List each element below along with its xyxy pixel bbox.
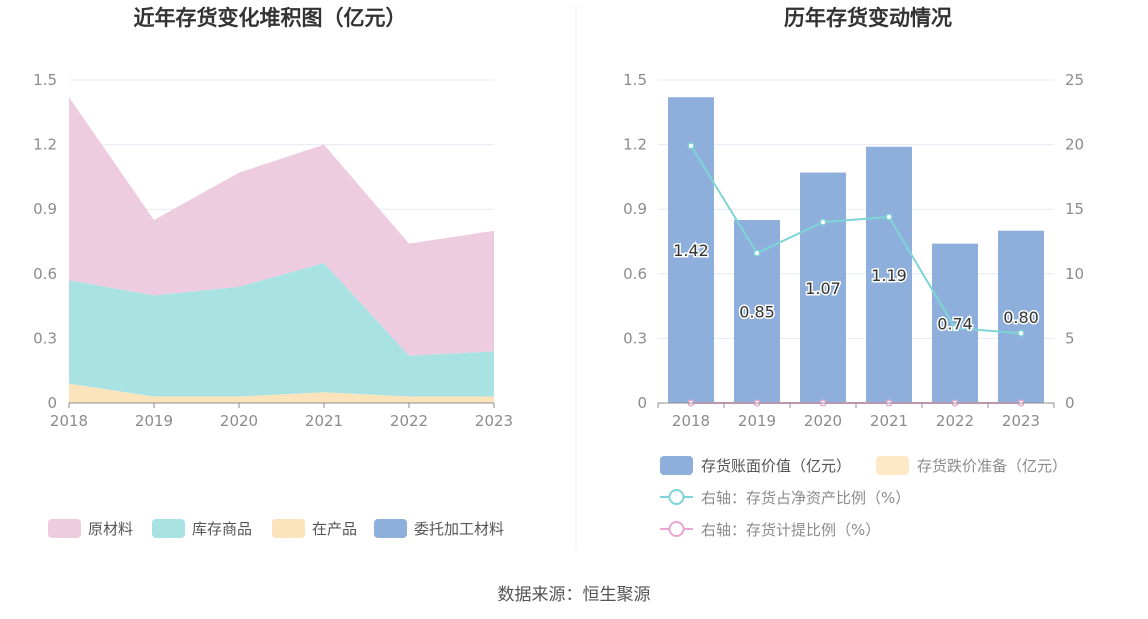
legend-label: 存货跌价准备（亿元） [917, 457, 1067, 475]
legend-label: 存货账面价值（亿元） [701, 457, 851, 475]
right-right-y-tick: 0 [1065, 394, 1075, 412]
inventory-bar [998, 230, 1044, 403]
right-x-tick: 2020 [804, 412, 842, 430]
right-left-y-tick: 0.9 [623, 200, 647, 218]
line-series-0 [690, 145, 1022, 335]
left-legend-item[interactable]: 委托加工材料 [374, 519, 504, 538]
left-x-tick: 2020 [220, 412, 258, 430]
legend-item-line-1[interactable]: 右轴：存货计提比例（%） [660, 521, 880, 539]
left-y-tick: 1.2 [33, 136, 57, 154]
right-right-y-tick: 5 [1065, 329, 1075, 347]
legend-label: 库存商品 [192, 520, 252, 538]
area-series-2 [69, 263, 494, 397]
bar-line-chart: 历年存货变动情况 1.42 0.85 1.07 1.19 0.74 0.80 0 0.3 0.… [623, 6, 1084, 539]
legend-label: 原材料 [88, 520, 133, 538]
legend-swatch [48, 519, 81, 538]
right-x-tick: 2019 [738, 412, 776, 430]
left-legend-item[interactable]: 库存商品 [152, 519, 252, 538]
bar-data-label: 1.07 [805, 279, 841, 298]
right-x-tick: 2021 [870, 412, 908, 430]
left-y-tick: 1.5 [33, 71, 57, 89]
legend-swatch [152, 519, 185, 538]
left-y-tick: 0.6 [33, 265, 57, 283]
legend-item-line-0[interactable]: 右轴：存货占净资产比例（%） [660, 489, 910, 507]
left-chart-title: 近年存货变化堆积图（亿元） [134, 6, 407, 30]
right-bars [668, 97, 1044, 403]
right-axes: 0 0.3 0.6 0.9 1.2 1.5 0 5 10 15 20 25 2018 2019 2020 20… [623, 71, 1084, 430]
left-y-tick: 0.9 [33, 200, 57, 218]
legend-label: 右轴：存货占净资产比例（%） [701, 489, 910, 507]
right-right-y-tick: 25 [1065, 71, 1084, 89]
bar-data-label: 0.80 [1003, 308, 1039, 327]
legend-marker [668, 489, 685, 505]
legend-item-inventory-value[interactable]: 存货账面价值（亿元） [660, 456, 851, 475]
right-x-tick: 2023 [1002, 412, 1040, 430]
legend-swatch [876, 456, 909, 475]
left-x-tick: 2023 [475, 412, 513, 430]
left-x-tick: 2019 [135, 412, 173, 430]
left-x-tick: 2018 [50, 412, 88, 430]
right-x-tick: 2022 [936, 412, 974, 430]
legend-swatch [272, 519, 305, 538]
inventory-bar [932, 243, 978, 403]
legend-label: 右轴：存货计提比例（%） [701, 521, 880, 539]
line-point [819, 218, 827, 226]
left-y-tick: 0.3 [33, 329, 57, 347]
inventory-bar [866, 146, 912, 403]
right-chart-title: 历年存货变动情况 [784, 6, 952, 30]
legend-label: 在产品 [312, 520, 357, 538]
left-axes: 0 0.3 0.6 0.9 1.2 1.5 2018 2019 2020 2021 2022 2023 [33, 71, 513, 430]
inventory-bar [800, 172, 846, 403]
left-x-tick: 2022 [390, 412, 428, 430]
bar-data-label: 1.19 [871, 266, 907, 285]
right-bar-labels: 1.42 0.85 1.07 1.19 0.74 0.80 [672, 240, 1041, 335]
line-point [951, 324, 959, 332]
right-left-y-tick: 1.5 [623, 71, 647, 89]
right-right-y-tick: 20 [1065, 136, 1084, 154]
line-point [1017, 329, 1025, 337]
right-left-y-tick: 0.3 [623, 329, 647, 347]
legend-label: 委托加工材料 [414, 520, 504, 538]
line-point [753, 249, 761, 257]
stacked-area-chart: 近年存货变化堆积图（亿元） 0 0.3 0.6 0.9 1.2 1.5 2018 2019 20… [33, 6, 513, 538]
right-left-y-tick: 0 [637, 394, 647, 412]
right-right-y-tick: 10 [1065, 265, 1084, 283]
right-legend[interactable]: 存货账面价值（亿元） 存货跌价准备（亿元） 右轴：存货占净资产比例（%） 右轴：存货计… [660, 456, 1067, 539]
left-x-tick: 2021 [305, 412, 343, 430]
right-grid [658, 79, 1054, 339]
area-series-1 [69, 383, 494, 403]
legend-item-impairment[interactable]: 存货跌价准备（亿元） [876, 456, 1067, 475]
left-legend-item[interactable]: 在产品 [272, 519, 357, 538]
right-x-tick: 2018 [672, 412, 710, 430]
data-source-note: 数据来源：恒生聚源 [497, 585, 651, 605]
area-series-3 [69, 97, 494, 356]
left-legend-item[interactable]: 原材料 [48, 519, 133, 538]
right-left-y-tick: 1.2 [623, 136, 647, 154]
left-legend[interactable]: 原材料 库存商品 在产品 委托加工材料 [48, 519, 504, 538]
legend-marker [668, 521, 685, 537]
bar-data-label: 0.74 [937, 314, 973, 333]
line-point [885, 213, 893, 221]
left-areas [69, 97, 494, 403]
right-right-y-tick: 15 [1065, 200, 1084, 218]
legend-swatch [660, 456, 693, 475]
right-left-y-tick: 0.6 [623, 265, 647, 283]
bar-data-label: 1.42 [673, 241, 709, 260]
line-point [687, 142, 695, 150]
left-y-tick: 0 [47, 394, 57, 412]
legend-swatch [374, 519, 407, 538]
bar-data-label: 0.85 [739, 302, 775, 321]
